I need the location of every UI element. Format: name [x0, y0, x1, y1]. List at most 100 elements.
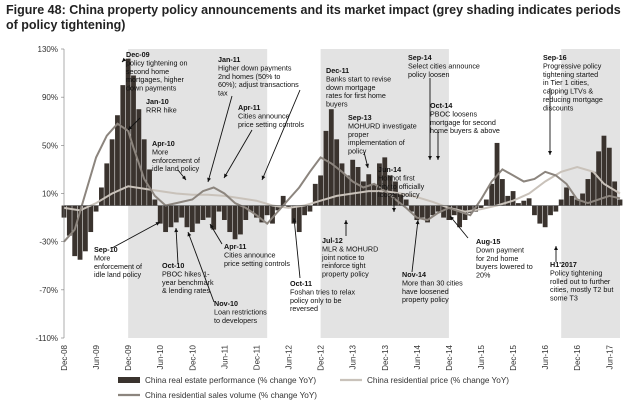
y-tick-label: 50% — [42, 141, 58, 150]
performance-bar — [93, 205, 99, 212]
annotation-arrowhead — [292, 218, 297, 223]
x-axis-ticks: Dec-08 Jun-09 Dec-09 Jun-10 Dec-10 Jun-11 Dec-… — [60, 344, 614, 370]
annotation-arrow — [261, 89, 301, 181]
legend-item-0: China real estate performance (% change … — [118, 376, 316, 385]
x-tick-label: Dec-15 — [509, 344, 518, 370]
performance-bar — [435, 205, 441, 212]
figure-title: Figure 48: China property policy announc… — [6, 3, 621, 32]
performance-bar — [99, 187, 104, 206]
annotation-arrowhead — [392, 207, 396, 212]
performance-bar — [189, 205, 195, 233]
annotation-text-line: Foshan tries to relax — [290, 287, 356, 296]
x-tick-label: Dec-16 — [573, 344, 582, 370]
performance-bar — [580, 193, 585, 206]
x-tick-label: Dec-09 — [124, 344, 133, 370]
annotation-arrow — [111, 221, 161, 249]
annotation-text-line: enforcement of — [152, 156, 200, 165]
performance-bar — [109, 139, 115, 206]
annotation-text-line: discounts — [543, 103, 574, 112]
annotation-text-line: Banks start to revise — [326, 74, 391, 83]
x-tick-label: Dec-11 — [252, 344, 261, 370]
performance-bar — [275, 205, 281, 211]
performance-bar — [403, 199, 409, 206]
performance-bar — [328, 109, 334, 206]
x-tick-label: Jun-17 — [605, 344, 614, 369]
annotation-date: Jun-14 — [378, 165, 401, 174]
annotation-text-line: property policy — [402, 295, 449, 304]
performance-bar — [569, 195, 575, 206]
performance-bar — [414, 205, 420, 220]
annotation-date: Jan-11 — [218, 55, 240, 64]
performance-bar — [585, 179, 591, 206]
performance-bar — [66, 205, 72, 236]
annotation-text-line: Hohhot first — [378, 173, 415, 182]
annotation-text-line: idle land policy — [94, 270, 142, 279]
legend-label: China real estate performance (% change … — [145, 376, 316, 385]
performance-bar — [499, 179, 505, 206]
annotation-arrow — [449, 215, 469, 239]
annotation-text-line: loosen policy — [378, 190, 420, 199]
annotation-date: Nov-10 — [214, 299, 238, 308]
performance-bar — [425, 205, 430, 223]
performance-bar — [617, 199, 623, 206]
series-lines-group — [63, 122, 621, 243]
performance-bar — [537, 205, 543, 224]
residential-sales-line — [63, 122, 621, 243]
performance-bar — [280, 195, 286, 206]
annotation-text-line: policy — [348, 147, 367, 156]
annotation-date: H1'2017 — [550, 260, 577, 269]
performance-bar — [131, 75, 136, 206]
annotation-text-line: second home — [126, 67, 169, 76]
annotation-text-line: price setting controls — [238, 120, 304, 129]
annotation-text-line: have loosened — [402, 287, 449, 296]
residential-price-line — [63, 165, 621, 213]
performance-bar — [510, 191, 516, 206]
performance-bar — [553, 205, 559, 212]
performance-bar — [152, 199, 158, 206]
annotation-date: Oct-10 — [162, 261, 184, 270]
annotation-arrowhead — [207, 177, 211, 182]
annotation-text-line: capping LTVs & — [543, 87, 593, 96]
performance-bar — [88, 205, 94, 233]
y-tick-label: 90% — [42, 93, 58, 102]
performance-bar — [141, 139, 147, 206]
annotation-arrowhead — [210, 224, 214, 229]
annotation-arrowhead — [436, 155, 440, 160]
performance-bar — [377, 163, 382, 206]
annotation-arrowhead — [128, 125, 133, 130]
annotation-text-line: to developers — [214, 316, 258, 325]
performance-bar — [521, 200, 527, 206]
performance-bar — [259, 205, 265, 223]
performance-bar — [312, 183, 318, 206]
performance-bar — [232, 205, 238, 240]
annotation-date: Apr-11 — [238, 103, 260, 112]
performance-bar — [334, 139, 340, 206]
annotation-text-line: 2nd homes (50% to — [218, 72, 280, 81]
annotation-text-line: More than 30 cities — [402, 278, 463, 287]
performance-bar — [82, 205, 88, 252]
performance-bar — [318, 175, 324, 206]
annotation-arrowhead — [365, 163, 369, 168]
performance-bar — [590, 171, 596, 206]
annotation-text-line: MOHURD investigate — [348, 121, 417, 130]
annotation-text-line: MLR & MOHURD — [322, 244, 378, 253]
annotation-text-line: policy only to be — [290, 296, 342, 305]
performance-bar — [398, 193, 404, 206]
annotation-arrow — [187, 231, 215, 303]
annotation-date: Sep-16 — [543, 53, 567, 62]
y-tick-label: -70% — [39, 286, 58, 295]
x-tick-label: Jun-10 — [156, 344, 165, 369]
annotation-arrowhead — [554, 246, 558, 251]
annotation-text-line: some T3 — [550, 294, 578, 303]
annotation-arrow — [293, 217, 301, 279]
annotation-text-line: buyers lowered to — [476, 262, 533, 271]
annotation-text-line: idle land policy — [152, 164, 200, 173]
